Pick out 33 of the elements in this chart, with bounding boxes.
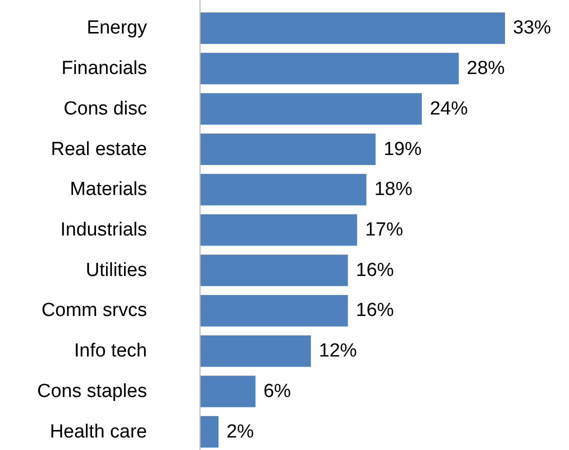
data-label: 28% (466, 58, 505, 80)
bar (200, 12, 505, 44)
y-tick-label: Energy (86, 18, 148, 39)
data-label: 12% (318, 340, 358, 362)
y-tick-label: Info tech (74, 340, 147, 362)
data-label: 2% (226, 421, 254, 442)
y-tick-label: Comm srvcs (41, 300, 147, 322)
bar (200, 134, 376, 166)
y-tick-label: Cons staples (37, 380, 147, 402)
y-tick-label: Real estate (50, 138, 147, 160)
data-label: 33% (513, 18, 552, 39)
bar (200, 294, 348, 326)
data-label: 18% (374, 179, 412, 200)
y-tick-label: Utilities (86, 260, 147, 281)
data-label: 16% (356, 300, 394, 322)
data-label: 17% (365, 220, 404, 240)
y-tick-label: Cons disc (64, 98, 147, 120)
y-tick-label: Health care (50, 421, 147, 442)
bar (200, 174, 366, 206)
data-label: 6% (263, 380, 292, 402)
bar (200, 335, 311, 367)
data-label: 19% (384, 138, 422, 160)
y-tick-label: Financials (61, 58, 147, 80)
bar (200, 376, 256, 408)
bar (200, 254, 348, 286)
data-label: 24% (430, 98, 468, 120)
bar (200, 93, 422, 125)
bar (200, 52, 459, 84)
y-tick-label: Industrials (60, 220, 147, 240)
data-label: 16% (356, 260, 394, 281)
bar (200, 214, 358, 246)
y-tick-label: Materials (70, 179, 147, 200)
bar (200, 416, 218, 448)
